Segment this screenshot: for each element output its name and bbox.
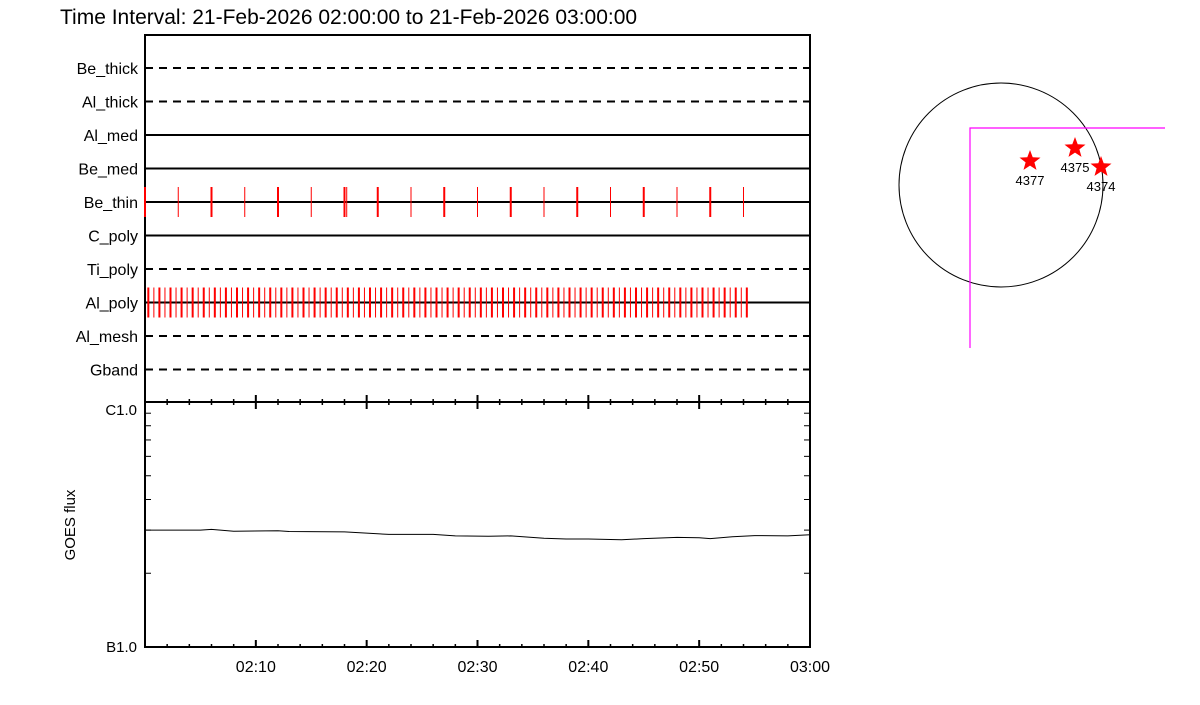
row-label-gband: Gband <box>90 363 138 380</box>
solar-disk <box>898 82 1104 288</box>
ytick-label-b1: B1.0 <box>106 639 137 656</box>
region-label: 4377 <box>1016 173 1045 188</box>
row-label-be_med: Be_med <box>78 162 138 179</box>
row-label-ti_poly: Ti_poly <box>87 262 138 279</box>
region-star-marker <box>1019 150 1041 170</box>
goes-ylabel: GOES flux <box>62 489 79 560</box>
region-label: 4375 <box>1061 160 1090 175</box>
plot-title: Time Interval: 21-Feb-2026 02:00:00 to 2… <box>60 6 637 29</box>
goes-flux-panel: GOES flux C1.0 B1.0 02:10 02:20 02:30 02:40… <box>62 395 830 676</box>
row-label-al_poly: Al_poly <box>86 296 138 313</box>
region-star-marker <box>1064 137 1086 157</box>
region-label: 4374 <box>1087 179 1116 194</box>
timeline-frame <box>144 34 811 403</box>
goes-flux-line <box>145 528 811 541</box>
ytick-label-c1: C1.0 <box>105 402 137 419</box>
context-map: 4377 4375 4374 <box>898 82 1165 348</box>
row-label-c_poly: C_poly <box>88 229 138 246</box>
region-star-marker <box>1090 156 1112 176</box>
row-label-be_thin: Be_thin <box>84 195 138 212</box>
xtick-label: 02:10 <box>236 659 276 676</box>
row-label-al_med: Al_med <box>84 128 138 145</box>
xtick-label: 03:00 <box>790 659 830 676</box>
row-label-al_mesh: Al_mesh <box>76 329 138 346</box>
xtick-label: 02:50 <box>679 659 719 676</box>
filter-timeline-panel: Be_thick Al_thick Al_med Be_med Be_thin C_pol… <box>76 34 811 403</box>
goes-frame <box>144 401 811 648</box>
xtick-label: 02:30 <box>457 659 497 676</box>
row-label-be_thick: Be_thick <box>77 61 139 78</box>
row-label-al_thick: Al_thick <box>82 95 139 112</box>
fov-box <box>969 127 1165 348</box>
xtick-label: 02:20 <box>347 659 387 676</box>
xtick-label: 02:40 <box>568 659 608 676</box>
